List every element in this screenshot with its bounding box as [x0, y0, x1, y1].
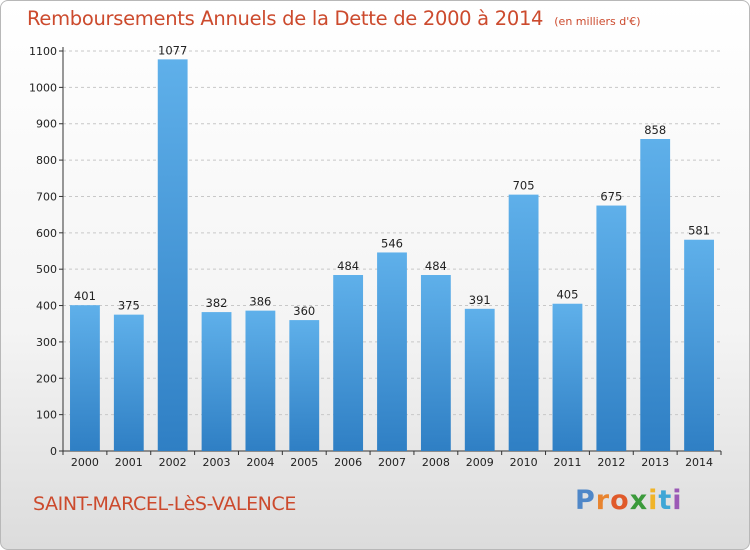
- x-tick-label: 2008: [422, 456, 450, 469]
- axes: 0 100 200 300 400 500 600 700 800 900 1000 1100 2000…: [29, 45, 722, 469]
- x-tick-label: 2002: [159, 456, 187, 469]
- brand-letter: P: [575, 485, 596, 516]
- y-tick-label: 900: [36, 118, 57, 131]
- bar: [640, 139, 671, 451]
- x-tick-label: 2014: [685, 456, 713, 469]
- x-tick-label: 2009: [466, 456, 494, 469]
- data-label: 386: [249, 295, 271, 309]
- x-tick-label: 2000: [71, 456, 99, 469]
- data-label: 858: [644, 123, 666, 137]
- y-tick-label: 400: [36, 300, 57, 313]
- brand-letter: x: [629, 485, 649, 516]
- bar: [684, 239, 714, 451]
- y-tick-label: 0: [50, 445, 57, 458]
- data-label: 484: [425, 259, 447, 273]
- brand-letter: i: [648, 485, 659, 516]
- data-label: 484: [337, 259, 359, 273]
- bar: [70, 305, 100, 451]
- y-tick-label: 500: [36, 263, 57, 276]
- brand-letter: t: [658, 485, 673, 516]
- data-label: 382: [206, 296, 228, 310]
- brand-letter: i: [672, 485, 683, 516]
- x-tick-label: 2010: [510, 456, 538, 469]
- data-label: 546: [381, 236, 403, 250]
- bar: [289, 320, 320, 451]
- bar: [201, 312, 232, 451]
- bar: [420, 275, 451, 451]
- x-tick-label: 2005: [290, 456, 318, 469]
- data-label: 375: [118, 299, 140, 313]
- y-tick-label: 100: [36, 409, 57, 422]
- bar: [113, 314, 144, 451]
- x-tick-label: 2001: [115, 456, 143, 469]
- bar: [508, 194, 539, 452]
- x-tick-label: 2013: [641, 456, 669, 469]
- data-label: 675: [600, 190, 622, 204]
- data-label: 581: [688, 224, 710, 238]
- data-label: 360: [293, 304, 315, 318]
- x-tick-label: 2007: [378, 456, 406, 469]
- bar: [464, 308, 495, 451]
- commune-name: SAINT-MARCEL-LèS-VALENCE: [33, 493, 296, 515]
- x-tick-label: 2004: [246, 456, 274, 469]
- x-tick-label: 2003: [203, 456, 231, 469]
- bar: [552, 303, 583, 451]
- bar: [596, 205, 627, 451]
- x-tick-label: 2006: [334, 456, 362, 469]
- y-tick-label: 700: [36, 190, 57, 203]
- y-tick-label: 200: [36, 372, 57, 385]
- bars: [70, 59, 714, 452]
- bar: [157, 59, 188, 451]
- data-label: 405: [556, 288, 578, 302]
- chart-title-unit: (en milliers d'€): [554, 15, 641, 28]
- y-tick-label: 1100: [29, 45, 57, 58]
- data-label: 401: [74, 289, 96, 303]
- brand-logo: Proxiti: [575, 485, 683, 516]
- brand-letter: o: [610, 485, 630, 516]
- value-labels: 401 375 1077 382 386 360 484 546 484 391 705 405 675…: [74, 43, 710, 318]
- y-tick-label: 1000: [29, 81, 57, 94]
- brand-letter: r: [595, 485, 611, 516]
- chart-title-main: Remboursements Annuels de la Dette de 20…: [27, 7, 544, 30]
- chart-title: Remboursements Annuels de la Dette de 20…: [27, 7, 641, 30]
- data-label: 705: [513, 179, 535, 193]
- y-tick-label: 800: [36, 154, 57, 167]
- x-tick-label: 2012: [597, 456, 625, 469]
- y-tick-label: 600: [36, 227, 57, 240]
- y-tick-label: 300: [36, 336, 57, 349]
- data-label: 391: [469, 293, 491, 307]
- data-label: 1077: [158, 43, 187, 57]
- x-tick-label: 2011: [553, 456, 581, 469]
- bar: [245, 310, 276, 451]
- bar: [377, 252, 407, 451]
- bar: [333, 275, 364, 451]
